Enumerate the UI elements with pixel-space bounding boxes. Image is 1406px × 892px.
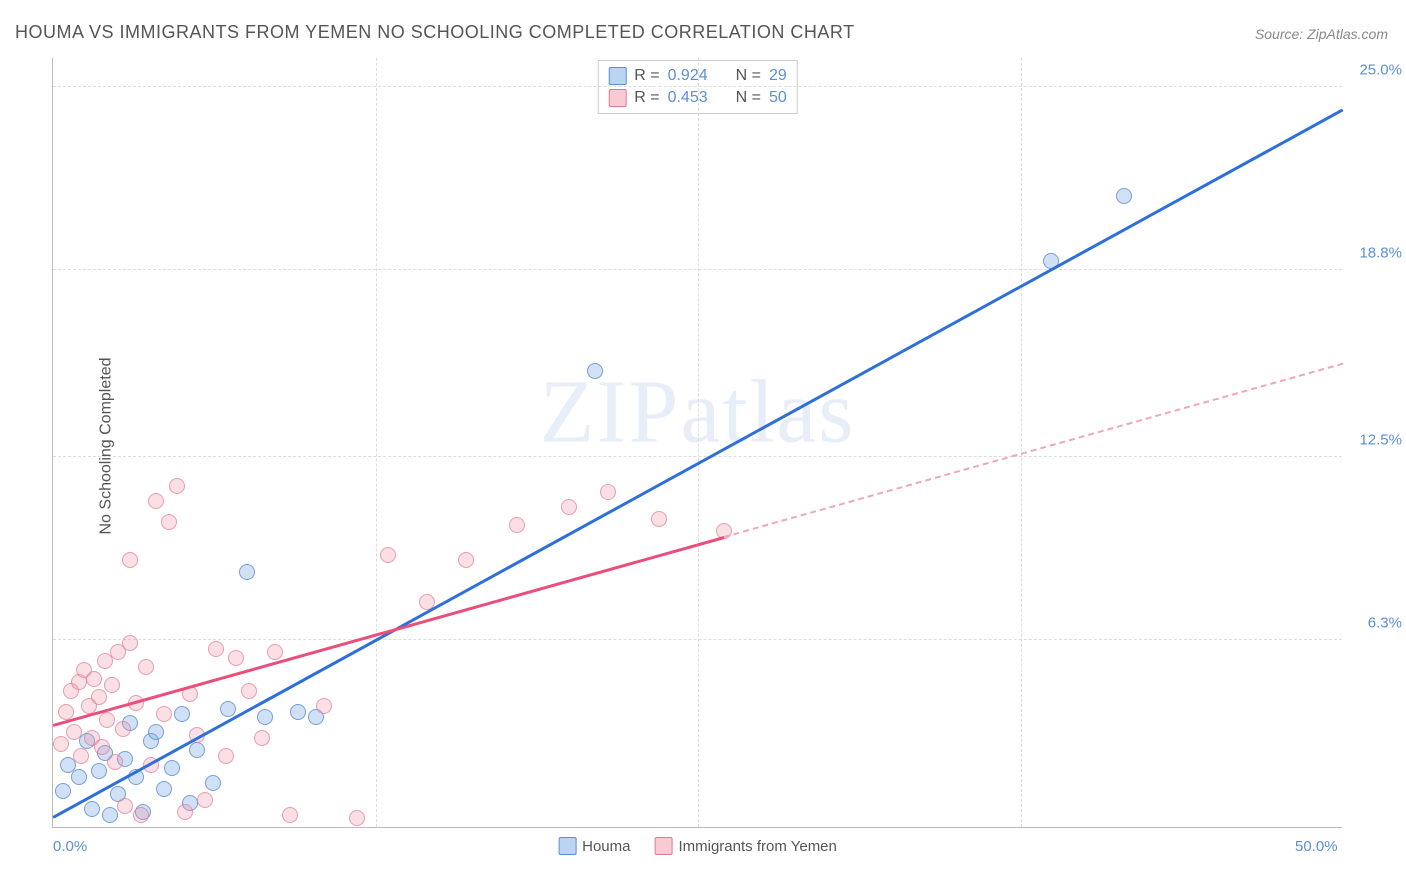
gridline-v (698, 58, 699, 827)
scatter-point-houma (91, 763, 107, 779)
scatter-point-yemen (122, 635, 138, 651)
scatter-point-yemen (651, 511, 667, 527)
scatter-point-yemen (156, 706, 172, 722)
legend-label: Houma (582, 838, 630, 855)
swatch-blue-icon (608, 67, 626, 85)
x-tick-label: 0.0% (53, 838, 87, 855)
legend-item-houma: Houma (558, 837, 630, 855)
scatter-point-yemen (91, 689, 107, 705)
x-tick-label: 50.0% (1295, 838, 1338, 855)
legend-series: Houma Immigrants from Yemen (558, 837, 837, 855)
scatter-point-yemen (117, 798, 133, 814)
scatter-point-yemen (122, 552, 138, 568)
gridline-v (376, 58, 377, 827)
chart-title: HOUMA VS IMMIGRANTS FROM YEMEN NO SCHOOL… (15, 22, 855, 43)
swatch-blue-icon (558, 837, 576, 855)
scatter-point-houma (174, 706, 190, 722)
scatter-point-yemen (66, 724, 82, 740)
scatter-point-yemen (161, 514, 177, 530)
scatter-point-yemen (228, 650, 244, 666)
legend-label: Immigrants from Yemen (678, 838, 836, 855)
swatch-pink-icon (654, 837, 672, 855)
scatter-point-yemen (86, 671, 102, 687)
scatter-point-yemen (99, 712, 115, 728)
source-attribution: Source: ZipAtlas.com (1255, 26, 1388, 42)
scatter-point-yemen (380, 547, 396, 563)
scatter-point-yemen (458, 552, 474, 568)
scatter-point-yemen (107, 754, 123, 770)
y-tick-label: 12.5% (1359, 431, 1402, 448)
y-tick-label: 18.8% (1359, 245, 1402, 262)
scatter-point-yemen (104, 677, 120, 693)
swatch-pink-icon (608, 89, 626, 107)
scatter-point-houma (220, 701, 236, 717)
scatter-point-houma (239, 564, 255, 580)
y-tick-label: 25.0% (1359, 61, 1402, 78)
scatter-point-yemen (94, 739, 110, 755)
scatter-point-yemen (208, 641, 224, 657)
scatter-point-yemen (267, 644, 283, 660)
chart-plot-area: ZIPatlas R = 0.924 N = 29 R = 0.453 N = … (52, 58, 1342, 828)
scatter-point-yemen (169, 478, 185, 494)
scatter-point-yemen (254, 730, 270, 746)
scatter-point-yemen (138, 659, 154, 675)
scatter-point-yemen (316, 698, 332, 714)
scatter-point-yemen (58, 704, 74, 720)
scatter-point-yemen (197, 792, 213, 808)
scatter-point-houma (587, 363, 603, 379)
n-label: N = (736, 67, 761, 85)
scatter-point-houma (290, 704, 306, 720)
scatter-point-houma (55, 783, 71, 799)
scatter-point-houma (189, 742, 205, 758)
scatter-point-houma (257, 709, 273, 725)
r-label: R = (634, 89, 659, 107)
scatter-point-yemen (561, 499, 577, 515)
gridline-v (1021, 58, 1022, 827)
scatter-point-yemen (115, 721, 131, 737)
n-label: N = (736, 89, 761, 107)
scatter-point-yemen (133, 807, 149, 823)
scatter-point-houma (84, 801, 100, 817)
scatter-point-yemen (218, 748, 234, 764)
y-tick-label: 6.3% (1368, 615, 1402, 632)
scatter-point-houma (71, 769, 87, 785)
n-value: 29 (769, 67, 787, 85)
scatter-point-yemen (509, 517, 525, 533)
scatter-point-yemen (349, 810, 365, 826)
r-value: 0.453 (668, 89, 708, 107)
scatter-point-houma (156, 781, 172, 797)
scatter-point-houma (102, 807, 118, 823)
scatter-point-yemen (148, 493, 164, 509)
scatter-point-houma (1116, 188, 1132, 204)
r-label: R = (634, 67, 659, 85)
scatter-point-houma (205, 775, 221, 791)
scatter-point-yemen (73, 748, 89, 764)
scatter-point-yemen (53, 736, 69, 752)
r-value: 0.924 (668, 67, 708, 85)
n-value: 50 (769, 89, 787, 107)
scatter-point-houma (148, 724, 164, 740)
scatter-point-yemen (177, 804, 193, 820)
trend-line-yemen-dashed (724, 363, 1344, 538)
scatter-point-houma (164, 760, 180, 776)
scatter-point-yemen (600, 484, 616, 500)
scatter-point-yemen (241, 683, 257, 699)
scatter-point-yemen (282, 807, 298, 823)
trend-line-yemen-solid (53, 536, 724, 726)
legend-item-yemen: Immigrants from Yemen (654, 837, 836, 855)
